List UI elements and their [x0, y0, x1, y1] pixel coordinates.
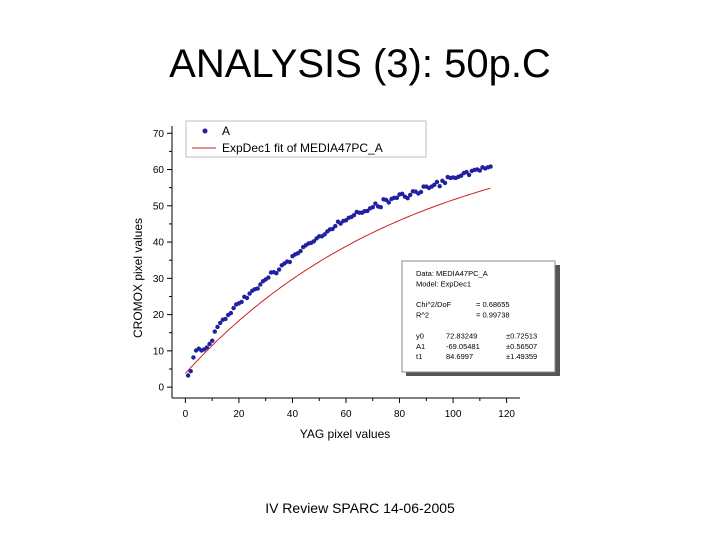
legend-box — [185, 120, 427, 158]
data-point — [442, 180, 448, 186]
data-point — [322, 232, 327, 237]
data-point — [215, 324, 220, 330]
data-point — [185, 373, 191, 378]
y-axis: 0 10 20 30 40 50 60 70 — [153, 129, 172, 394]
legend-label-fit: ExpDec1 fit of MEDIA47PC_A — [222, 141, 383, 155]
x-tick-label: 60 — [340, 409, 352, 420]
y-tick-label: 0 — [158, 383, 164, 394]
data-point — [464, 169, 469, 175]
fit-results-value: = 0.68655 — [476, 300, 510, 309]
fit-results-value: = 0.99738 — [476, 311, 510, 320]
x-tick-label: 120 — [498, 409, 515, 420]
x-tick-label: 100 — [445, 409, 462, 420]
x-tick-label: 80 — [394, 409, 406, 420]
data-point — [394, 195, 400, 200]
data-point — [437, 184, 442, 189]
data-point — [466, 172, 472, 178]
data-point — [386, 200, 391, 205]
fit-results-line: Model: ExpDec1 — [416, 279, 471, 288]
data-point — [247, 291, 252, 296]
fit-results-line: t1 — [416, 352, 422, 361]
data-series — [185, 164, 493, 378]
data-point — [298, 248, 303, 254]
x-axis-title: YAG pixel values — [300, 427, 391, 441]
data-point — [204, 345, 209, 350]
y-tick-label: 10 — [153, 346, 165, 357]
data-point — [333, 223, 338, 229]
data-point — [488, 164, 493, 169]
x-axis: 0 20 40 60 80 100 120 — [183, 398, 515, 420]
fit-results-line: A1 — [416, 342, 425, 351]
data-point — [212, 329, 217, 334]
y-tick-label: 70 — [153, 129, 165, 140]
data-point — [191, 355, 196, 360]
y-tick-label: 20 — [153, 310, 165, 321]
data-point — [477, 168, 482, 173]
data-point — [188, 369, 193, 374]
data-point — [276, 267, 282, 272]
fit-results-line: R^2 — [416, 311, 429, 320]
y-tick-label: 30 — [153, 274, 165, 285]
slide-footer: IV Review SPARC 14-06-2005 — [265, 500, 455, 516]
data-point — [231, 305, 236, 311]
fit-series — [185, 187, 491, 374]
fit-results-error: ±0.56507 — [506, 342, 537, 351]
data-point — [228, 310, 234, 316]
data-point — [370, 205, 375, 210]
y-tick-label: 60 — [153, 165, 165, 176]
data-point — [244, 295, 250, 301]
data-point — [223, 316, 228, 322]
data-point — [210, 338, 215, 343]
data-point — [258, 282, 263, 287]
fit-results-error: ±0.72513 — [506, 331, 537, 340]
x-tick-label: 40 — [287, 409, 299, 420]
fit-results-value: -69.05481 — [446, 342, 480, 351]
fit-curve — [185, 187, 491, 374]
data-point — [418, 189, 424, 195]
data-point — [266, 275, 271, 280]
data-point — [373, 201, 378, 206]
fit-results-panel — [401, 260, 556, 373]
data-point — [351, 213, 357, 218]
y-tick-label: 40 — [153, 238, 165, 249]
legend: A ExpDec1 fit of MEDIA47PC_A — [185, 120, 427, 158]
fit-results-value: 84.6997 — [446, 352, 473, 361]
slide-title: ANALYSIS (3): 50p.C — [169, 42, 551, 86]
data-point — [434, 179, 440, 185]
fit-results-error: ±1.49359 — [506, 352, 537, 361]
data-point — [408, 192, 413, 198]
legend-label-points: A — [222, 124, 230, 138]
data-point — [405, 196, 410, 201]
x-tick-label: 20 — [233, 409, 245, 420]
fit-results-value: 72.83249 — [446, 331, 477, 340]
legend-marker-points — [202, 128, 208, 134]
data-point — [239, 299, 244, 305]
data-point — [255, 286, 260, 291]
data-point — [287, 259, 292, 265]
data-point — [330, 226, 335, 232]
data-point — [274, 271, 279, 276]
data-point — [432, 182, 437, 187]
data-point — [400, 191, 405, 196]
y-tick-label: 50 — [153, 201, 165, 212]
y-axis-title: CROMOX pixel values — [131, 218, 145, 338]
fit-results-line: y0 — [416, 331, 424, 340]
fit-results-line: Chi^2/DoF — [416, 300, 452, 309]
data-point — [378, 205, 383, 210]
data-point — [311, 239, 317, 244]
fit-results-line: Data: MEDIA47PC_A — [416, 269, 488, 278]
data-point — [218, 320, 223, 326]
data-point — [207, 341, 212, 347]
x-tick-label: 0 — [183, 409, 189, 420]
